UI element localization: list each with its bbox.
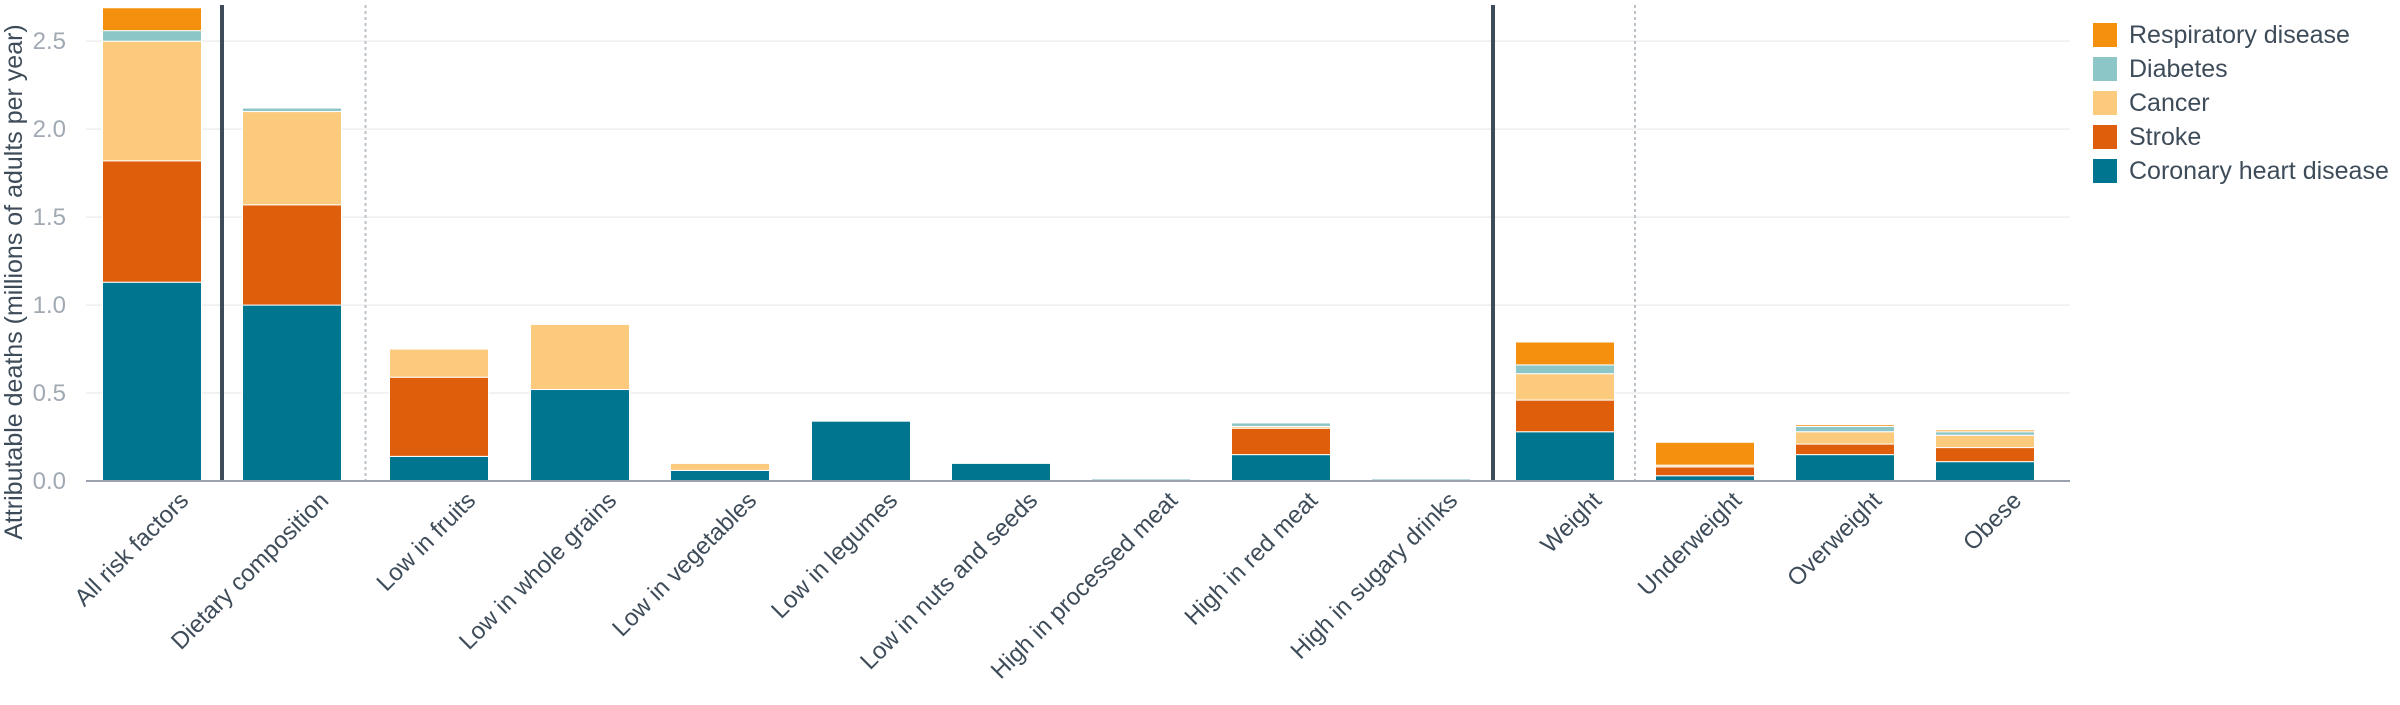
bar-segment xyxy=(102,7,202,32)
legend-swatch xyxy=(2093,125,2117,149)
x-category-label: Overweight xyxy=(1782,487,1887,592)
x-category-label: Low in vegetables xyxy=(607,487,762,642)
legend-swatch xyxy=(2093,57,2117,81)
bar-segment xyxy=(242,204,342,306)
bar-segment xyxy=(670,469,770,482)
bar-segment xyxy=(102,160,202,283)
bar-segment xyxy=(1655,466,1755,477)
y-tick-label: 1.5 xyxy=(33,204,66,231)
x-category-label: Low in legumes xyxy=(766,487,903,624)
bar-segment xyxy=(389,348,489,378)
x-category-label: Weight xyxy=(1536,487,1608,559)
bar-segment xyxy=(1935,429,2035,433)
legend-swatch xyxy=(2093,23,2117,47)
bar-segment xyxy=(389,455,489,482)
legend-label: Respiratory disease xyxy=(2129,21,2350,49)
y-tick-label: 0.5 xyxy=(33,380,66,407)
y-tick-label: 1.0 xyxy=(33,292,66,319)
bar-segment xyxy=(1795,443,1895,456)
x-category-label: All risk factors xyxy=(69,487,194,612)
legend-label: Cancer xyxy=(2129,89,2210,117)
bar-segment xyxy=(1655,441,1755,466)
bar-segment xyxy=(1795,454,1895,482)
legend-label: Coronary heart disease xyxy=(2129,157,2389,185)
bar-segment xyxy=(1795,424,1895,427)
y-tick-labels: 0.0 0.5 1.0 1.5 2.0 2.5 xyxy=(33,28,66,495)
bar-segment xyxy=(102,281,202,482)
grid-lines xyxy=(86,40,2070,394)
x-category-label: High in red meat xyxy=(1180,487,1324,631)
legend-swatch xyxy=(2093,91,2117,115)
bar-segment xyxy=(1795,425,1895,433)
bar-segment xyxy=(811,420,911,482)
bar-segment xyxy=(389,376,489,457)
bar-segment xyxy=(242,304,342,482)
bar-segment xyxy=(242,107,342,113)
bar-segment xyxy=(1515,373,1615,401)
bar-segment xyxy=(1231,427,1331,456)
y-tick-label: 0.0 xyxy=(33,468,66,495)
bar-segment xyxy=(1935,434,2035,449)
bar-segment xyxy=(1515,341,1615,366)
bar-segment xyxy=(1935,431,2035,436)
x-category-label: Dietary composition xyxy=(166,487,334,655)
y-tick-label: 2.5 xyxy=(33,28,66,55)
x-category-label: Obese xyxy=(1958,487,2027,556)
legend: Respiratory disease Diabetes Cancer Stroke C… xyxy=(2093,21,2389,185)
bar-segment xyxy=(1231,422,1331,427)
bar-segment xyxy=(530,389,630,482)
bar-segment xyxy=(1515,364,1615,375)
x-category-label: Underweight xyxy=(1633,487,1748,602)
x-category-label: Low in fruits xyxy=(371,487,481,597)
y-axis-title: Attributable deaths (millions of adults … xyxy=(0,24,28,540)
bar-segment xyxy=(951,462,1051,482)
bar-segment xyxy=(1795,431,1895,445)
bar-segment xyxy=(1935,447,2035,463)
bar-segment xyxy=(1231,454,1331,482)
y-tick-label: 2.0 xyxy=(33,116,66,143)
legend-label: Diabetes xyxy=(2129,55,2228,83)
bar-segment xyxy=(1515,431,1615,482)
legend-label: Stroke xyxy=(2129,123,2201,151)
bar-segment xyxy=(670,462,770,471)
legend-swatch xyxy=(2093,159,2117,183)
group-separators xyxy=(220,5,1636,481)
bar-segment xyxy=(102,40,202,162)
bar-segment xyxy=(1515,399,1615,433)
bar-segment xyxy=(242,111,342,206)
x-category-label: Low in whole grains xyxy=(454,487,622,655)
bar-segment xyxy=(102,30,202,42)
bars xyxy=(102,7,2035,482)
bar-segment xyxy=(530,323,630,391)
bar-segment xyxy=(1935,461,2035,482)
